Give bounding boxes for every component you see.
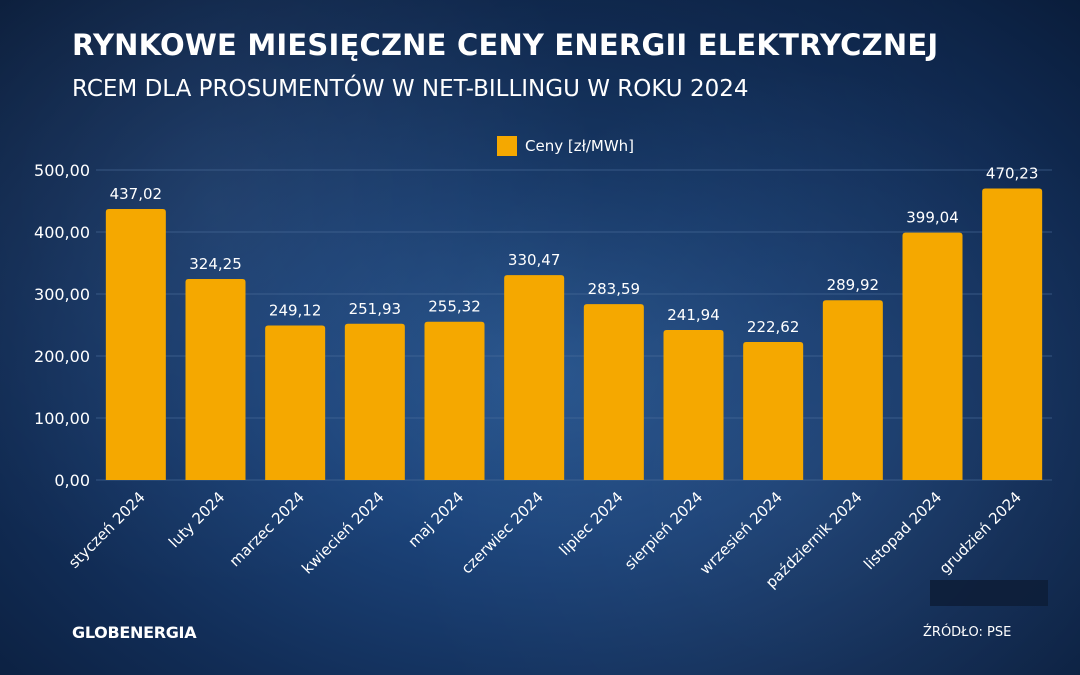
data-label: 241,94	[667, 306, 720, 324]
bar	[982, 188, 1043, 480]
data-label: 324,25	[189, 255, 242, 273]
chart-title: RYNKOWE MIESIĘCZNE CENY ENERGII ELEKTRYC…	[72, 28, 939, 62]
y-tick-label: 100,00	[34, 409, 90, 428]
chart-subtitle: RCEM DLA PROSUMENTÓW W NET-BILLINGU W RO…	[72, 76, 749, 102]
source-overlay-box	[930, 580, 1048, 606]
x-tick-label: czerwiec 2024	[458, 488, 547, 577]
source-note: ŹRÓDŁO: PSE	[923, 625, 1012, 640]
bar	[663, 329, 724, 480]
bar	[424, 321, 485, 480]
y-tick-label: 400,00	[34, 223, 90, 242]
y-tick-label: 500,00	[34, 161, 90, 180]
data-label: 255,32	[428, 298, 481, 316]
data-label: 289,92	[827, 276, 880, 294]
x-tick-label: styczeń 2024	[65, 488, 149, 572]
y-tick-label: 300,00	[34, 285, 90, 304]
x-tick-label: kwiecień 2024	[298, 488, 387, 577]
data-label: 330,47	[508, 251, 561, 269]
bar	[344, 323, 405, 480]
data-label: 399,04	[906, 209, 959, 227]
bar	[822, 300, 883, 480]
y-tick-label: 200,00	[34, 347, 90, 366]
x-tick-label: listopad 2024	[860, 488, 945, 573]
legend: Ceny [zł/MWh]	[497, 136, 634, 156]
data-label: 283,59	[588, 280, 641, 298]
bar	[265, 325, 326, 480]
x-tick-label: marzec 2024	[226, 488, 308, 570]
legend-swatch	[497, 136, 517, 156]
data-label: 222,62	[747, 318, 800, 336]
data-label: 249,12	[269, 302, 322, 320]
x-tick-label: grudzień 2024	[936, 488, 1025, 577]
bar	[743, 341, 804, 480]
bar	[583, 304, 644, 480]
bar	[185, 278, 246, 480]
x-tick-label: lipiec 2024	[556, 488, 627, 559]
bar	[105, 209, 166, 480]
data-label: 251,93	[349, 300, 402, 318]
x-tick-label: sierpień 2024	[621, 488, 706, 573]
x-tick-label: wrzesień 2024	[696, 488, 786, 578]
y-tick-label: 0,00	[54, 471, 90, 490]
data-label: 470,23	[986, 164, 1039, 182]
data-label: 437,02	[110, 185, 163, 203]
bar	[902, 232, 963, 480]
brand-logo: GLOBENERGIA	[72, 623, 197, 642]
legend-label: Ceny [zł/MWh]	[525, 137, 635, 155]
bar	[504, 275, 565, 480]
x-tick-label: luty 2024	[165, 488, 228, 551]
x-tick-label: maj 2024	[404, 488, 467, 551]
